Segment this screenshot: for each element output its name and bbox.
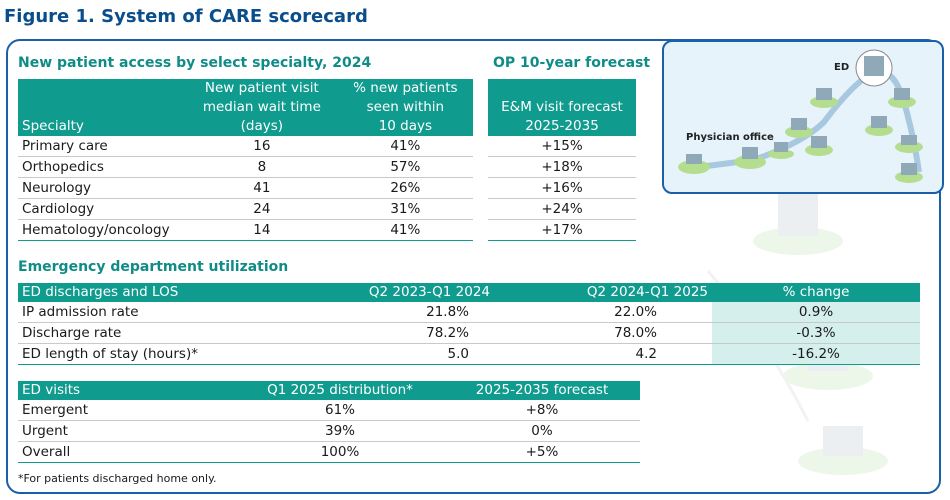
table-cell: 41% [337,219,473,241]
building-icons [678,49,923,183]
table-cell: +5% [444,441,640,463]
physician-office-label: Physician office [686,132,774,143]
table-cell: 61% [236,400,444,421]
pct-header-3: 10 days [337,117,473,136]
table-cell: 39% [236,420,444,442]
table-cell: Emergent [18,400,236,421]
ed-util-header-label: ED discharges and LOS [18,283,256,302]
table-cell: -16.2% [712,343,920,365]
table-cell: +15% [488,136,636,157]
table-cell: 100% [236,441,444,463]
table-cell: +18% [488,156,636,178]
ed-visits-header-dist: Q1 2025 distribution* [236,381,444,400]
table-cell: Hematology/oncology [18,219,186,241]
figure-title: Figure 1. System of CARE scorecard [4,6,368,27]
pct-header-1: % new patients [337,79,473,98]
table-cell: 5.0 [256,343,494,365]
table-cell: +16% [488,177,636,199]
wait-header-1: New patient visit [186,79,338,98]
table-cell: Orthopedics [18,156,186,178]
table-cell: 8 [186,156,338,178]
ed-visits-table: ED visits Q1 2025 distribution* 2025-203… [18,381,640,463]
table-cell: +17% [488,219,636,241]
table-cell: IP admission rate [18,302,256,323]
table-cell: 0% [444,420,640,442]
table-cell: 16 [186,136,338,157]
ed-util-header-b: Q2 2024-Q1 2025 [494,283,712,302]
ed-util-section-title: Emergency department utilization [18,259,289,275]
forecast-header-1: E&M visit forecast [488,98,636,117]
forecast-table: E&M visit forecast 2025-2035 +15% +18% +… [488,79,636,241]
table-cell: ED length of stay (hours)* [18,343,256,365]
ed-label: ED [834,62,850,73]
table-cell: 26% [337,177,473,199]
care-map-illustration: ED Physician office [662,40,944,194]
table-cell: 41 [186,177,338,199]
table-cell: 21.8% [256,302,494,323]
table-cell: 41% [337,136,473,157]
table-cell: Neurology [18,177,186,199]
ed-visits-header-forecast: 2025-2035 forecast [444,381,640,400]
wait-header-3: (days) [186,117,338,136]
table-cell: 22.0% [494,302,712,323]
forecast-section-title: OP 10-year forecast [493,55,651,71]
access-table: Specialty New patient visit % new patien… [18,79,473,241]
table-cell: Cardiology [18,198,186,220]
access-section-title: New patient access by select specialty, … [18,55,372,71]
table-cell: 78.0% [494,322,712,344]
table-cell: 57% [337,156,473,178]
ed-util-header-change: % change [712,283,920,302]
table-cell: Discharge rate [18,322,256,344]
table-cell: +8% [444,400,640,421]
table-cell: Primary care [18,136,186,157]
table-cell: Overall [18,441,236,463]
table-cell: 14 [186,219,338,241]
table-cell: 78.2% [256,322,494,344]
table-cell: Urgent [18,420,236,442]
care-path-map [678,49,923,183]
ed-util-table: ED discharges and LOS Q2 2023-Q1 2024 Q2… [18,283,920,365]
specialty-header: Specialty [18,79,186,136]
table-cell: 24 [186,198,338,220]
forecast-header-2: 2025-2035 [488,117,636,136]
pct-header-2: seen within [337,98,473,117]
table-cell: 4.2 [494,343,712,365]
ed-visits-header-label: ED visits [18,381,236,400]
footnote: *For patients discharged home only. [18,472,217,485]
table-cell: +24% [488,198,636,220]
ed-util-header-a: Q2 2023-Q1 2024 [256,283,494,302]
wait-header-2: median wait time [186,98,338,117]
table-cell: 0.9% [712,302,920,323]
table-cell: 31% [337,198,473,220]
table-cell: -0.3% [712,322,920,344]
